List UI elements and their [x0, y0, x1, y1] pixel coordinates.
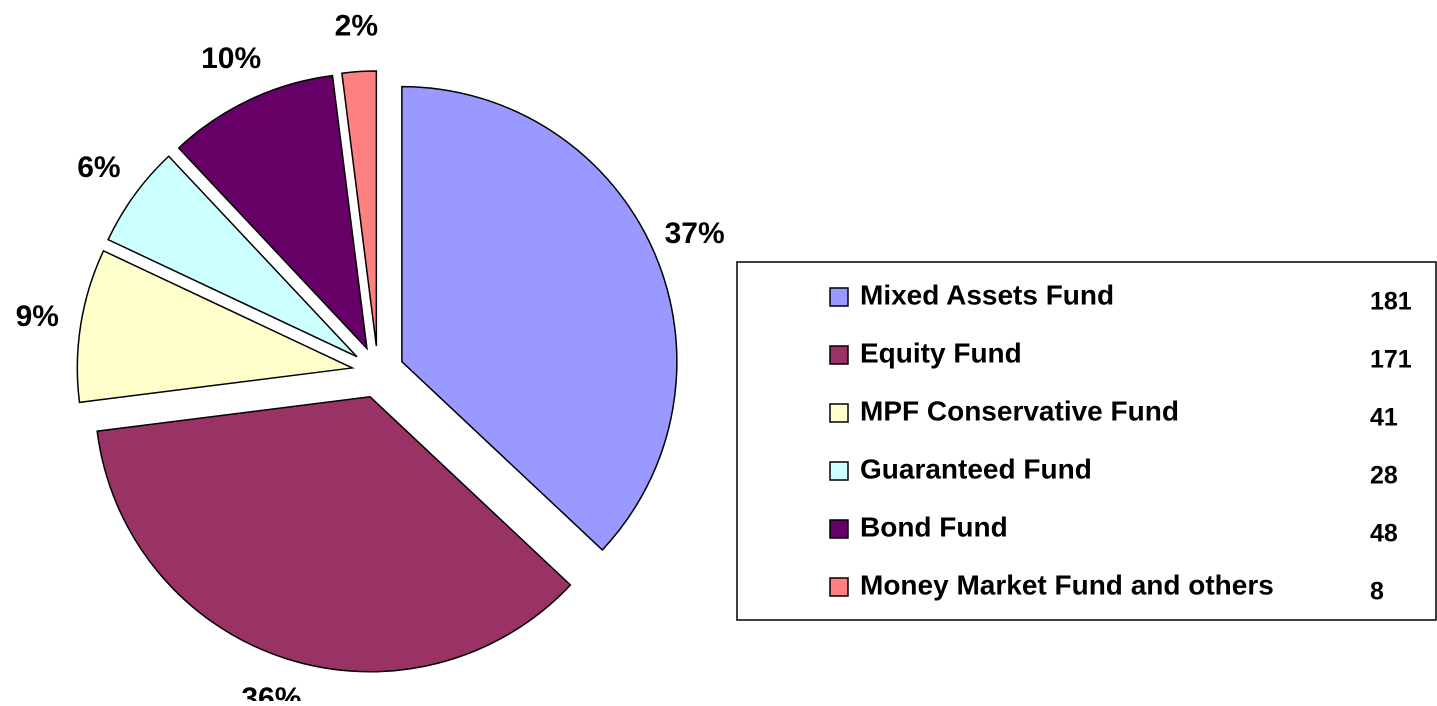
slice-label: 36%: [241, 682, 301, 701]
legend-swatch: [829, 287, 849, 307]
legend-swatch: [829, 577, 849, 597]
legend-label: Money Market Fund and others: [860, 569, 1274, 600]
slice-label: 2%: [335, 10, 378, 43]
legend-label: Guaranteed Fund: [860, 453, 1092, 484]
legend-label: Bond Fund: [860, 511, 1008, 542]
legend-label: MPF Conservative Fund: [860, 395, 1179, 426]
slice-label: 9%: [16, 300, 59, 333]
legend-swatch: [829, 461, 849, 481]
legend-count: 28: [1370, 462, 1398, 490]
pie-slice: [177, 74, 368, 351]
pie-slice: [341, 70, 378, 347]
pie-slice: [107, 155, 358, 358]
legend-box: [736, 261, 1437, 621]
legend-count: 41: [1370, 404, 1398, 432]
slice-label: 10%: [201, 42, 261, 75]
pie-slice: [96, 395, 572, 673]
slice-label: 6%: [77, 151, 120, 184]
legend-swatch: [829, 345, 849, 365]
legend-swatch: [829, 519, 849, 539]
slice-label: 37%: [665, 217, 725, 250]
legend-count: 171: [1370, 346, 1412, 374]
legend-label: Mixed Assets Fund: [860, 279, 1114, 310]
legend-count: 181: [1370, 288, 1412, 316]
legend-count: 8: [1370, 578, 1384, 606]
legend-label: Equity Fund: [860, 337, 1022, 368]
legend-count: 48: [1370, 520, 1398, 548]
pie-slice: [401, 85, 678, 551]
pie-slice: [76, 249, 355, 404]
legend-swatch: [829, 403, 849, 423]
